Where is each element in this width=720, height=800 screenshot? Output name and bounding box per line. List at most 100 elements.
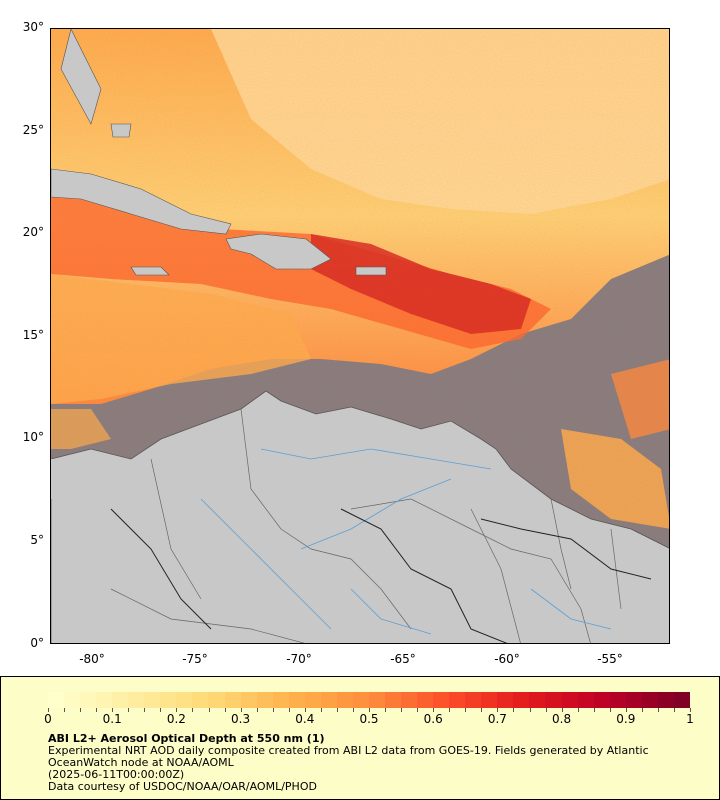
colorbar-segment [481,692,498,708]
colorbar-tick [481,708,483,712]
colorbar-segment [64,692,81,708]
colorbar-segment [320,692,337,708]
colorbar-segment [304,692,321,708]
colorbar-segment [433,692,450,708]
colorbar-tick-label: 0 [44,712,52,726]
colorbar-segment [593,692,610,708]
colorbar-segment [657,692,674,708]
colorbar-segment [417,692,434,708]
lat-label-30: 30° [22,20,44,34]
colorbar-tick [449,708,451,712]
colorbar-segment [641,692,658,708]
colorbar-tick [577,708,579,712]
colorbar-segment [673,692,690,708]
lon-label-65: -65° [390,652,416,666]
aod-map [50,28,670,644]
colorbar-segment [561,692,578,708]
colorbar-segment [240,692,257,708]
colorbar-tick [48,708,49,712]
lat-label-5: 5° [30,533,44,547]
colorbar-segment [577,692,594,708]
lon-label-60: -60° [494,652,520,666]
aod-field [51,29,669,643]
colorbar-segment [224,692,241,708]
colorbar-tick-label: 0.2 [166,712,186,726]
lon-label-80: -80° [79,652,105,666]
legend-panel: 0 0.1 0.2 0.3 0.4 0.5 0.6 0.7 0.8 0.9 1 ABI L2+ Ae… [0,676,720,800]
lat-label-25: 25° [22,123,44,137]
colorbar-segment [272,692,289,708]
colorbar-tick [128,708,130,712]
colorbar-segment [192,692,209,708]
colorbar-segment [513,692,530,708]
colorbar-tick [545,708,547,712]
colorbar-segment [625,692,642,708]
colorbar-tick [369,708,370,712]
colorbar-tick [272,708,274,712]
colorbar-tick-label: 0.9 [616,712,636,726]
colorbar-tick [112,708,114,712]
colorbar-tick-label: 0.8 [552,712,572,726]
colorbar [48,692,690,708]
colorbar-tick [465,708,467,712]
colorbar-tick [433,708,435,712]
colorbar-segment [48,692,65,708]
colorbar-tick-label: 0.4 [295,712,315,726]
colorbar-segment [144,692,161,708]
colorbar-tick [593,708,595,712]
colorbar-segment [208,692,225,708]
colorbar-tick-label: 0.7 [487,712,507,726]
lat-label-15: 15° [22,328,44,342]
colorbar-segment [160,692,177,708]
colorbar-tick [336,708,338,712]
colorbar-tick [208,708,210,712]
colorbar-tick-label: 0.1 [102,712,122,726]
colorbar-segment [256,692,273,708]
colorbar-segment [352,692,369,708]
colorbar-tick-label: 0.6 [423,712,443,726]
caption-line-3: (2025-06-11T00:00:00Z) [48,768,185,781]
colorbar-segment [112,692,129,708]
colorbar-tick [641,708,643,712]
colorbar-segment [529,692,546,708]
colorbar-tick [144,708,146,712]
colorbar-tick [609,708,611,712]
colorbar-segment [384,692,402,708]
colorbar-tick [192,708,194,712]
colorbar-tick [690,708,691,712]
colorbar-segment [128,692,145,708]
lon-label-55: -55° [597,652,623,666]
colorbar-tick [625,708,627,712]
colorbar-tick [80,708,82,712]
colorbar-tick [288,708,290,712]
caption-line-4: Data courtesy of USDOC/NOAA/OAR/AOML/PHO… [48,780,317,793]
lon-label-75: -75° [182,652,208,666]
lon-label-70: -70° [286,652,312,666]
colorbar-tick [240,708,242,712]
colorbar-segment [449,692,466,708]
aod-map-svg [51,29,669,643]
colorbar-segment [545,692,562,708]
lat-label-20: 20° [22,225,44,239]
colorbar-tick [96,708,98,712]
colorbar-segment [465,692,482,708]
colorbar-segment [609,692,626,708]
colorbar-tick [304,708,306,712]
colorbar-tick [224,708,226,712]
colorbar-tick [401,708,403,712]
colorbar-tick [385,708,387,712]
colorbar-tick [176,708,178,712]
caribbean-islands [51,29,387,276]
colorbar-tick [256,708,258,712]
lat-label-10: 10° [22,430,44,444]
colorbar-segment [336,692,353,708]
colorbar-segment [497,692,514,708]
caption: ABI L2+ Aerosol Optical Depth at 550 nm … [48,733,708,793]
colorbar-segment [176,692,193,708]
colorbar-tick [320,708,322,712]
colorbar-tick [497,708,499,712]
colorbar-tick [673,708,675,712]
colorbar-tick [417,708,419,712]
south-america-land [51,390,669,643]
colorbar-tick-label: 0.5 [359,712,379,726]
